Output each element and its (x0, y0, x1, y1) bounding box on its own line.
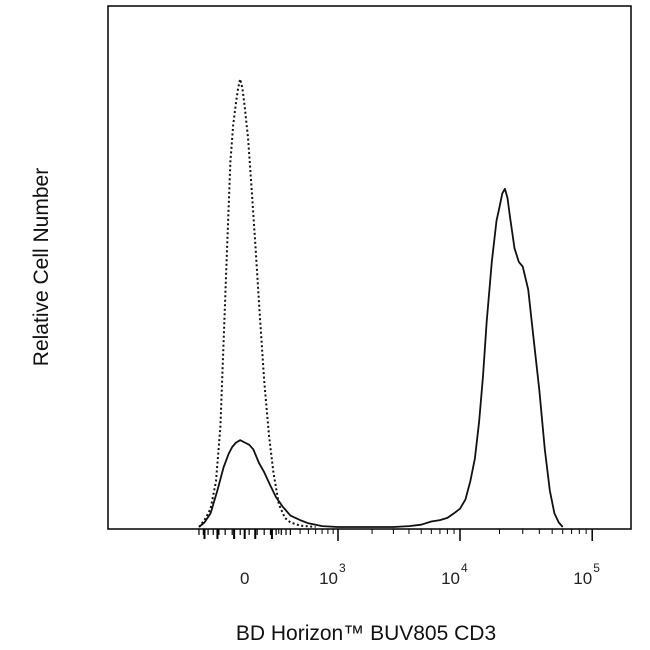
x-tick-label: 10 (573, 569, 592, 588)
series-solid-line (198, 187, 564, 528)
x-axis-title: BD Horizon™ BUV805 CD3 (236, 622, 496, 645)
x-tick-label-exponent: 3 (339, 561, 346, 575)
x-tick-label: 10 (441, 569, 460, 588)
series-group (198, 78, 564, 528)
x-tick-label: 10 (319, 569, 338, 588)
x-tick-label-exponent: 5 (593, 561, 600, 575)
x-axis-ticks (198, 529, 593, 541)
y-axis-title: Relative Cell Number (30, 168, 53, 366)
plot-frame (107, 5, 632, 530)
x-tick-label: 0 (240, 569, 249, 588)
x-tick-label-exponent: 4 (461, 561, 468, 575)
